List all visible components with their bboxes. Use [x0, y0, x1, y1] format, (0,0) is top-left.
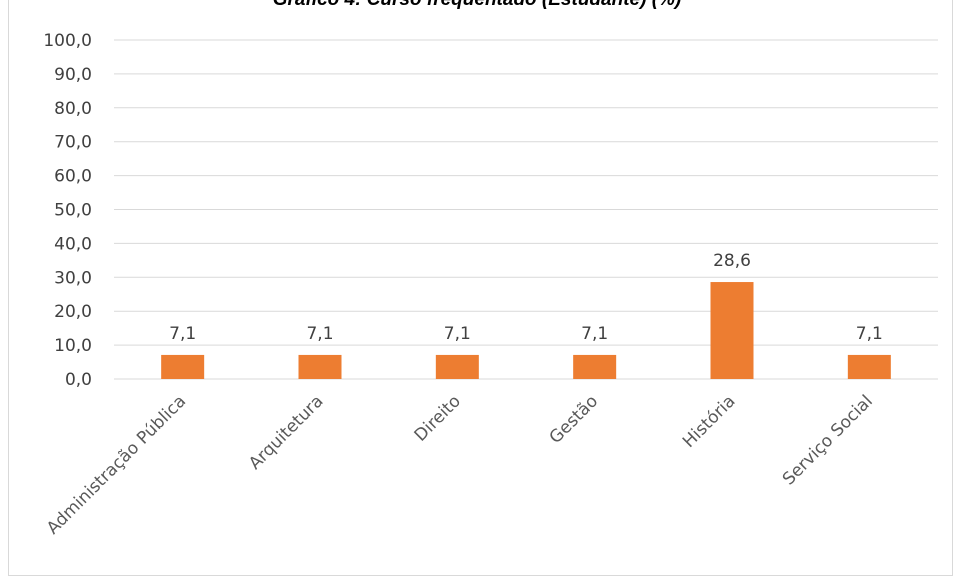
y-axis-ticks: 0,0 10,0 20,0 30,0 40,0 50,0 60,0 70,0 80,0 90,0 1…	[43, 31, 92, 390]
category-label: Administração Pública	[43, 391, 190, 538]
y-tick-label: 40,0	[54, 234, 92, 254]
category-label: Serviço Social	[779, 391, 877, 489]
category-label: Gestão	[546, 391, 603, 448]
data-label: 7,1	[444, 324, 471, 344]
category-label: Arquitetura	[245, 391, 327, 473]
y-tick-label: 70,0	[54, 133, 92, 153]
x-axis-categories: Administração Pública Arquitetura Direito G…	[43, 391, 877, 538]
data-label: 28,6	[713, 251, 751, 271]
chart-title: Gráfico 4: Curso frequentado (Estudante)…	[0, 0, 954, 11]
category-label: História	[679, 391, 740, 452]
y-tick-label: 80,0	[54, 99, 92, 119]
gridlines	[114, 39, 938, 380]
bar	[710, 282, 754, 379]
y-tick-label: 50,0	[54, 201, 92, 221]
category-label: Direito	[411, 391, 465, 445]
bar	[847, 354, 891, 379]
data-label: 7,1	[581, 324, 608, 344]
y-tick-label: 90,0	[54, 65, 92, 85]
bar	[161, 354, 205, 379]
y-tick-label: 60,0	[54, 167, 92, 187]
chart-frame	[8, 0, 953, 576]
data-label: 7,1	[169, 324, 196, 344]
data-label: 7,1	[856, 324, 883, 344]
y-tick-label: 0,0	[65, 370, 92, 390]
data-label: 7,1	[306, 324, 333, 344]
y-tick-label: 30,0	[54, 268, 92, 288]
y-tick-label: 100,0	[43, 31, 92, 51]
y-tick-label: 20,0	[54, 302, 92, 322]
y-tick-label: 10,0	[54, 336, 92, 356]
bars	[161, 282, 891, 379]
data-labels: 7,1 7,1 7,1 7,1 28,6 7,1	[169, 251, 883, 344]
bar	[298, 354, 342, 379]
bar	[435, 354, 479, 379]
bar	[573, 354, 617, 379]
